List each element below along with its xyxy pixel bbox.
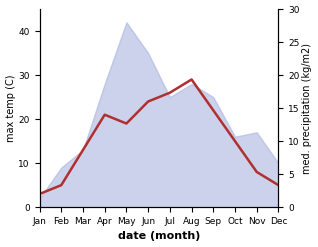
- X-axis label: date (month): date (month): [118, 231, 200, 242]
- Y-axis label: max temp (C): max temp (C): [5, 74, 16, 142]
- Y-axis label: med. precipitation (kg/m2): med. precipitation (kg/m2): [302, 43, 313, 174]
